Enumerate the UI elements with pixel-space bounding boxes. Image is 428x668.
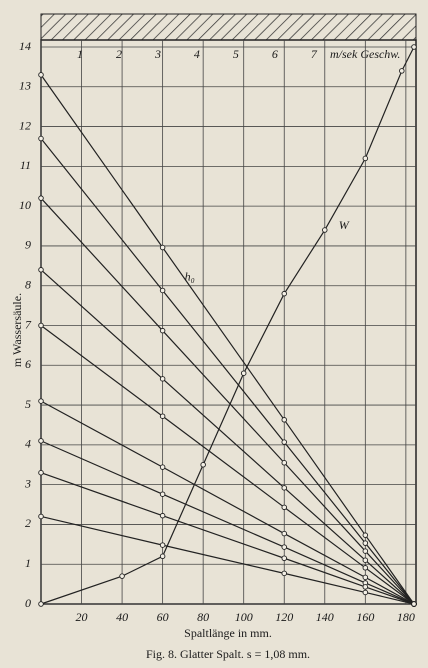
data-point (399, 68, 405, 74)
x2-tick-label: 3 (154, 47, 161, 61)
x-tick-label: 160 (356, 610, 374, 624)
y-tick-label: 5 (25, 397, 31, 411)
data-point (38, 438, 44, 444)
y-tick-label: 7 (25, 317, 32, 331)
x2-tick-label: 1 (77, 47, 83, 61)
data-line (40, 269, 415, 605)
data-point (159, 287, 166, 294)
y-tick-label: 4 (25, 437, 31, 451)
data-point (411, 601, 417, 607)
data-point (200, 462, 206, 468)
y-tick-label: 8 (25, 277, 31, 291)
data-point (281, 504, 287, 511)
y-tick-label: 2 (25, 516, 31, 530)
data-point (362, 574, 369, 581)
y-tick-label: 12 (19, 118, 31, 132)
data-point (362, 548, 369, 554)
data-point (159, 464, 166, 470)
data-point (362, 565, 369, 571)
x2-tick-label: 7 (311, 47, 318, 61)
caption: Fig. 8. Glatter Spalt. s = 1,08 mm. (146, 647, 310, 661)
data-point (281, 530, 287, 537)
y-tick-label: 6 (25, 357, 31, 371)
data-point (38, 267, 44, 273)
y-tick-label: 10 (19, 198, 31, 212)
x-axis-title: Spaltlänge in mm. (184, 626, 272, 640)
series-label: W (339, 218, 350, 232)
series-label: h₀ (185, 269, 195, 283)
data-point (362, 155, 369, 162)
data-point (362, 532, 369, 538)
data-point (38, 195, 44, 201)
data-point (38, 135, 44, 142)
data-point (159, 413, 166, 419)
x2-tick-label: 2 (116, 47, 122, 61)
plot-frame (40, 39, 417, 605)
data-point (281, 570, 287, 577)
data-point (159, 244, 166, 251)
data-line (40, 400, 415, 605)
x-tick-label: 40 (116, 610, 128, 624)
x-tick-label: 60 (157, 610, 169, 624)
hatched-band (40, 13, 417, 41)
x2-tick-label: 6 (272, 47, 278, 61)
y-tick-label: 3 (24, 476, 31, 490)
x-tick-label: 20 (76, 610, 88, 624)
data-line (40, 46, 415, 605)
data-point (38, 72, 44, 78)
y-tick-label: 9 (25, 238, 31, 252)
data-line (40, 138, 415, 605)
y-tick-label: 11 (20, 158, 31, 172)
x-tick-label: 180 (397, 610, 415, 624)
data-point (159, 512, 166, 519)
data-point (159, 327, 166, 334)
data-point (281, 485, 287, 491)
y-tick-label: 14 (19, 39, 31, 53)
data-point (322, 227, 328, 233)
x2-tick-label: 4 (194, 47, 200, 61)
data-point (362, 540, 369, 546)
data-point (159, 542, 166, 548)
data-point (281, 290, 287, 297)
x-tick-label: 120 (275, 610, 293, 624)
data-point (281, 555, 287, 561)
data-point (119, 573, 125, 579)
data-point (38, 322, 44, 329)
data-line (40, 515, 415, 605)
data-point (159, 376, 166, 382)
data-point (240, 370, 247, 376)
data-line (40, 197, 415, 605)
data-point (362, 557, 369, 563)
data-point (281, 544, 287, 550)
x2-tick-label: 5 (233, 47, 239, 61)
data-point (38, 398, 44, 404)
data-point (38, 601, 44, 607)
y-axis-title: m Wassersäule. (10, 293, 24, 367)
data-point (362, 589, 369, 596)
data-point (281, 439, 287, 445)
y-tick-label: 13 (19, 79, 31, 93)
y-tick-label: 1 (25, 556, 31, 570)
data-point (159, 553, 166, 560)
x-tick-label: 80 (197, 610, 209, 624)
data-point (38, 469, 44, 476)
y-tick-label: 0 (25, 596, 31, 610)
data-point (281, 417, 287, 423)
data-point (159, 491, 166, 497)
data-point (281, 460, 287, 466)
x-tick-label: 140 (316, 610, 334, 624)
data-point (38, 513, 44, 520)
x-tick-label: 100 (235, 610, 253, 624)
data-point (411, 44, 417, 50)
data-point (362, 584, 369, 590)
